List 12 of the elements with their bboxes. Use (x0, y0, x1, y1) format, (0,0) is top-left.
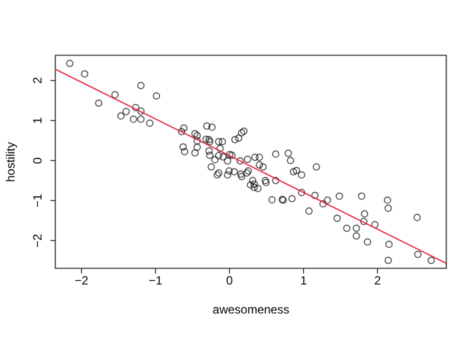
x-tick-label: 0 (226, 274, 234, 288)
y-tick-label: −2 (30, 234, 44, 248)
x-tick-label: −1 (148, 274, 163, 288)
x-axis-title: awesomeness (212, 302, 290, 316)
y-axis-title: hostility (4, 142, 18, 182)
y-tick-label: 0 (30, 156, 44, 164)
y-tick-label: 2 (30, 76, 44, 84)
x-tick-label: 1 (300, 274, 308, 288)
y-tick-label: 1 (30, 116, 44, 124)
y-tick-label: −1 (30, 194, 44, 208)
x-tick-label: −2 (74, 274, 89, 288)
x-tick-label: 2 (374, 274, 382, 288)
